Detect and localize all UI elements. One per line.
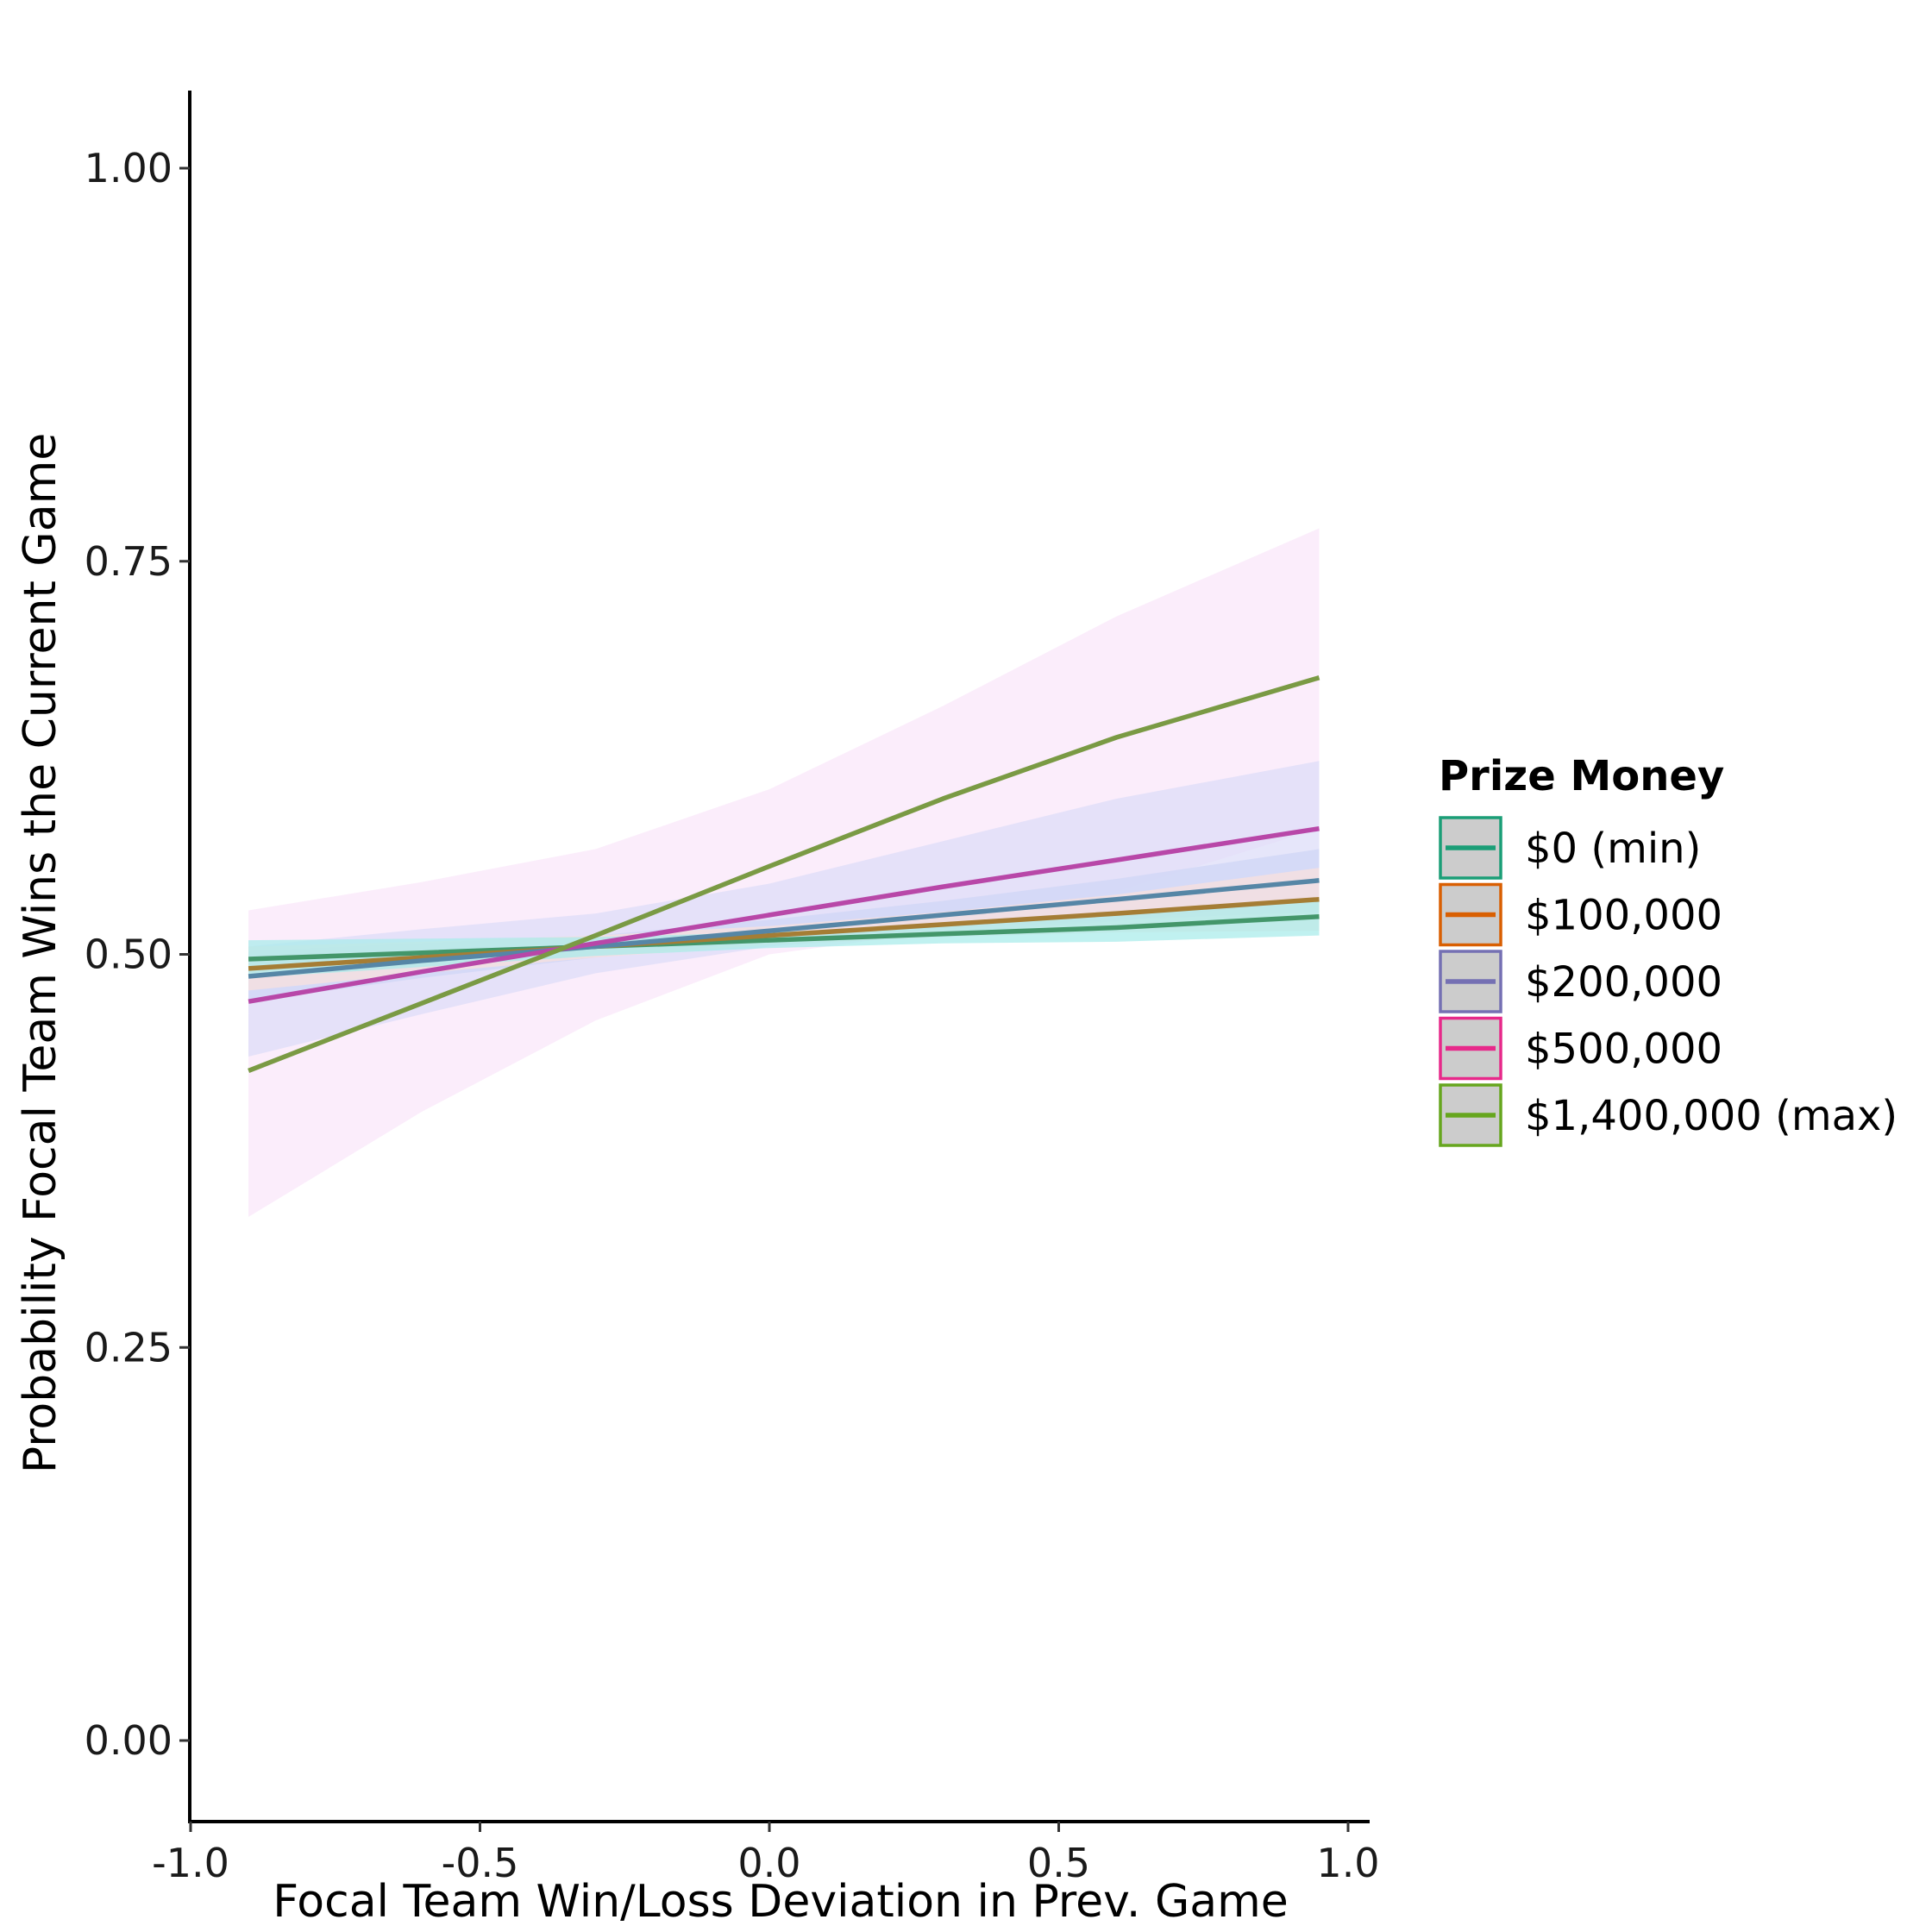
- line-series-4: [248, 675, 1320, 1073]
- x-tick-label-4: 1.0: [1316, 1840, 1379, 1886]
- ribbon-series-3: [248, 761, 1320, 1057]
- line-series-0: [248, 913, 1320, 962]
- legend-label-0: $0 (min): [1525, 825, 1701, 873]
- legend-label-2: $200,000: [1525, 958, 1722, 1007]
- y-tick-label-2: 0.50: [85, 932, 172, 978]
- x-tick-label-2: 0.0: [737, 1840, 800, 1886]
- y-tick-label-4: 1.00: [85, 145, 172, 191]
- legend-label-1: $100,000: [1525, 892, 1722, 940]
- x-axis-title: Focal Team Win/Loss Deviation in Prev. G…: [273, 1876, 1289, 1928]
- y-tick-label-0: 0.00: [85, 1717, 172, 1764]
- x-tick-label-3: 0.5: [1027, 1840, 1090, 1886]
- axes: 0.00 0.25 0.50 0.75 1.00 -1.0 -0.5 0.0 0.5 1.0: [85, 91, 1380, 1886]
- line-series-2: [248, 878, 1320, 979]
- series-lines: [248, 675, 1320, 1073]
- legend: Prize Money $0 (min) $100,000 $200,000 $500…: [1439, 752, 1898, 1147]
- x-tick-label-0: -1.0: [152, 1840, 229, 1886]
- x-tick-label-1: -0.5: [442, 1840, 519, 1886]
- legend-title: Prize Money: [1439, 752, 1724, 800]
- legend-label-4: $1,400,000 (max): [1525, 1092, 1898, 1140]
- ribbon-series-4: [248, 528, 1320, 1217]
- line-series-3: [248, 825, 1320, 1004]
- y-tick-label-3: 0.75: [85, 538, 172, 585]
- legend-label-3: $500,000: [1525, 1026, 1722, 1074]
- y-tick-label-1: 0.25: [85, 1324, 172, 1371]
- line-series-1: [248, 896, 1320, 971]
- y-axis-title: Probability Focal Team Wins the Current …: [15, 433, 66, 1474]
